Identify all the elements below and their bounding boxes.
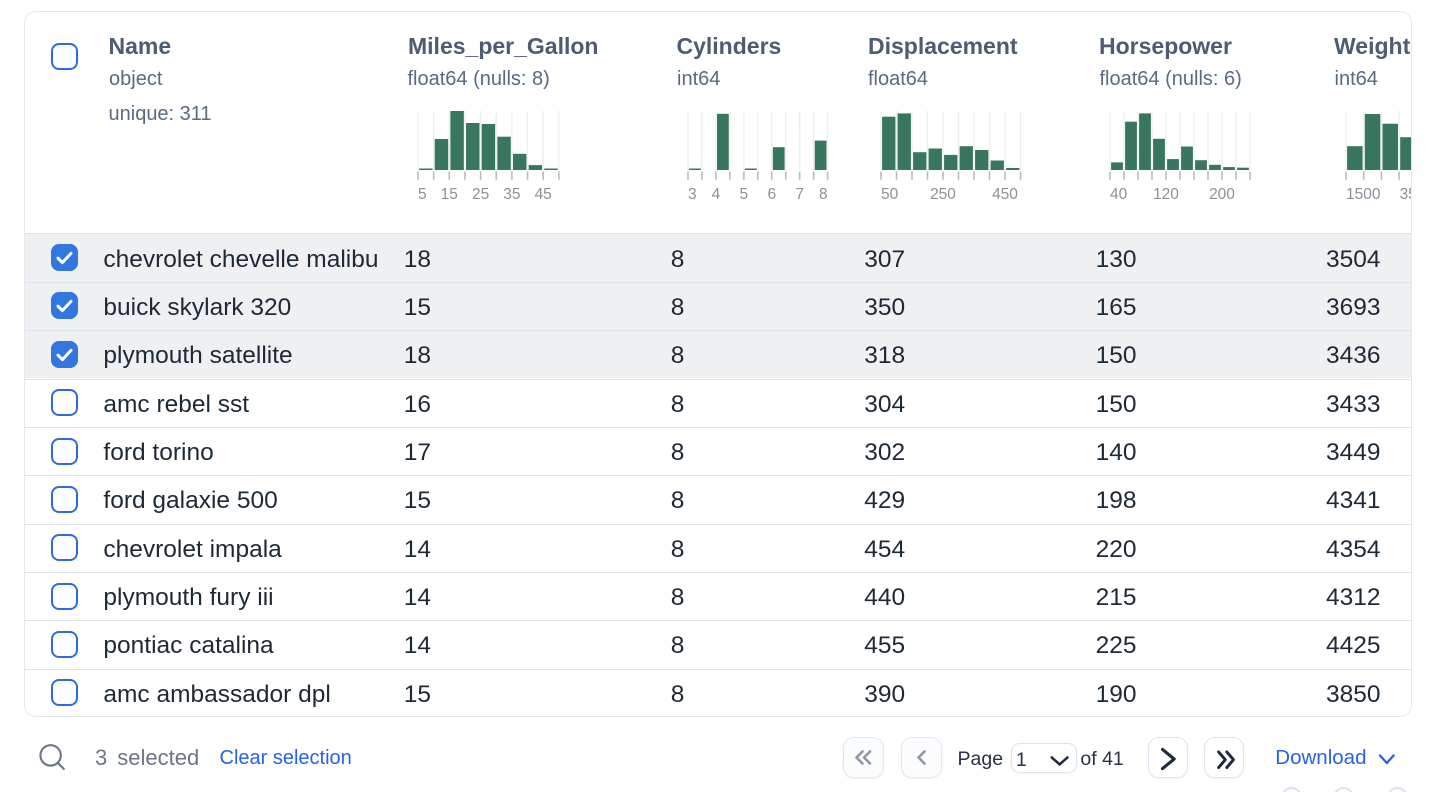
svg-text:45: 45 <box>535 186 552 203</box>
svg-text:250: 250 <box>930 186 956 203</box>
svg-text:7: 7 <box>795 186 804 203</box>
svg-text:40: 40 <box>1110 186 1128 203</box>
svg-text:3500: 3500 <box>1399 186 1412 203</box>
svg-text:6: 6 <box>767 186 776 203</box>
svg-text:5: 5 <box>418 186 427 203</box>
svg-text:5: 5 <box>739 186 748 203</box>
svg-text:4: 4 <box>711 186 720 203</box>
svg-text:8: 8 <box>819 186 828 203</box>
svg-text:25: 25 <box>472 186 489 203</box>
svg-text:1500: 1500 <box>1346 186 1380 203</box>
svg-text:15: 15 <box>441 186 458 203</box>
svg-text:35: 35 <box>504 186 521 203</box>
svg-text:200: 200 <box>1209 186 1235 203</box>
svg-text:50: 50 <box>881 186 899 203</box>
svg-text:3: 3 <box>688 186 697 203</box>
svg-text:450: 450 <box>992 186 1018 203</box>
svg-text:120: 120 <box>1153 186 1179 203</box>
